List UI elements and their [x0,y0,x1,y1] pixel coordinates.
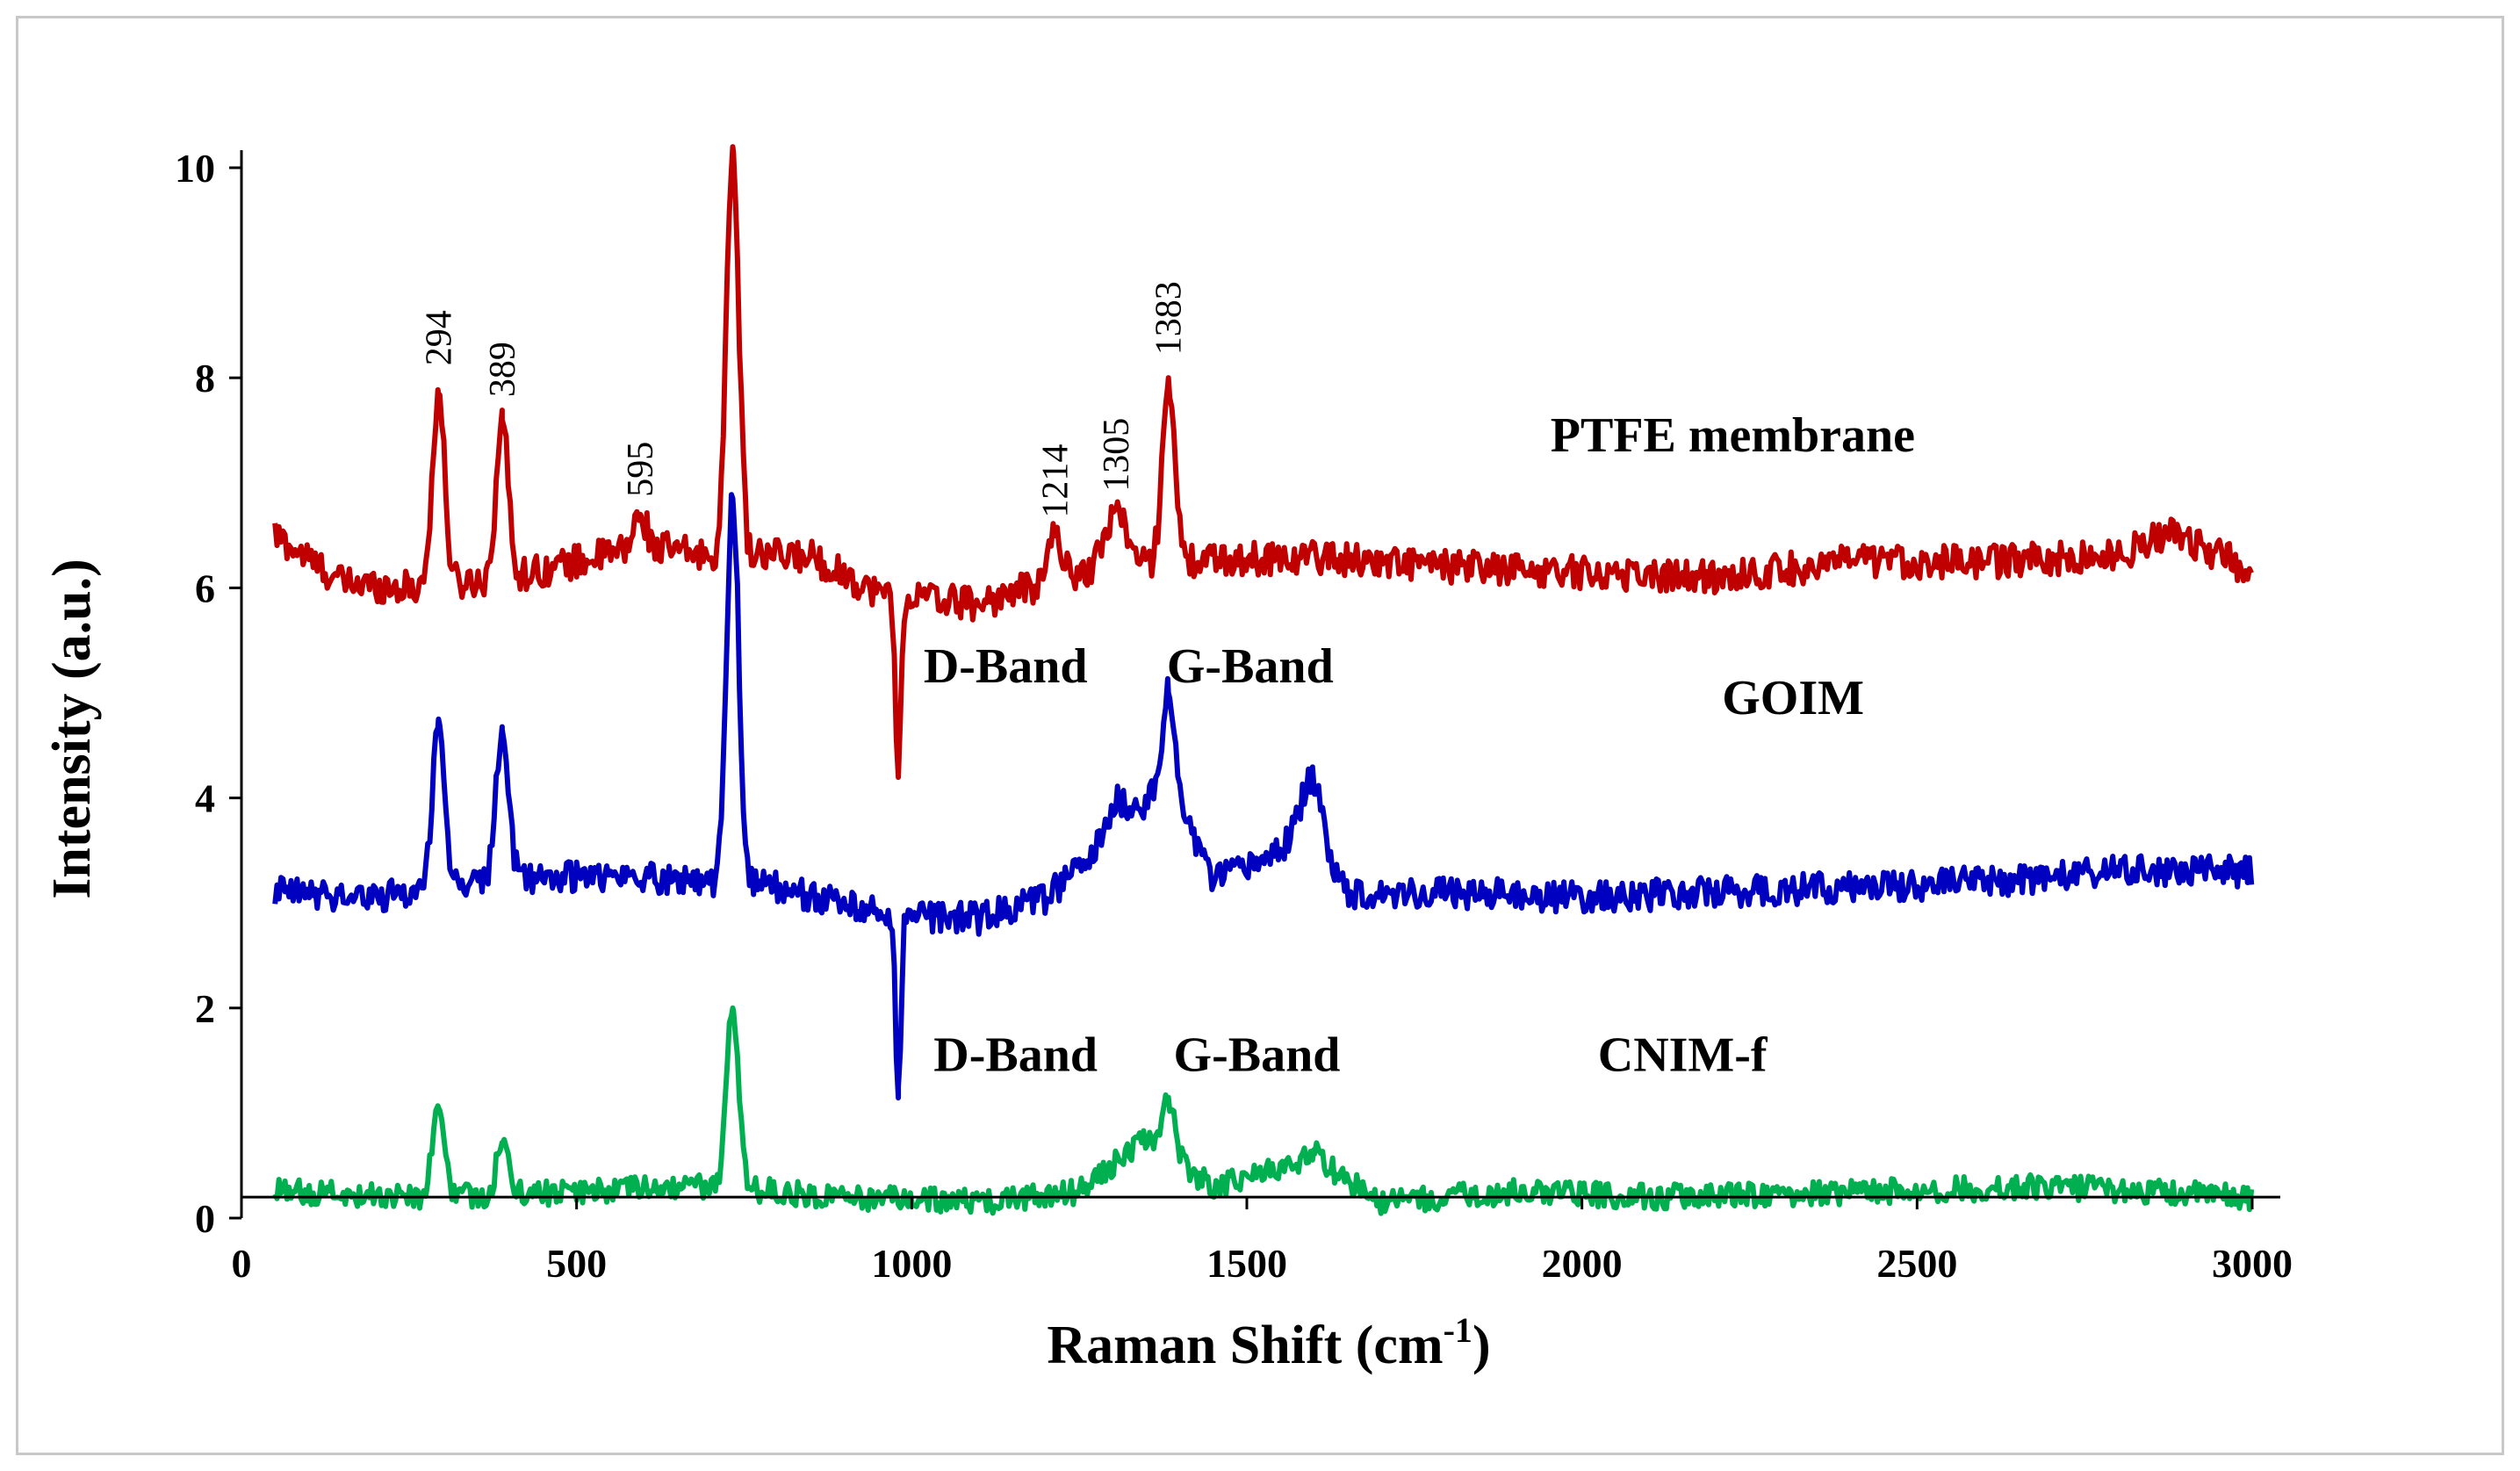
peak-label: 294 [419,310,459,365]
series-label: G-Band [1167,639,1334,694]
labels-layer: 294 389 595 1214 1305 1383 PTFE membrane GOIM D-… [419,281,1915,1082]
y-tick-label: 6 [195,566,215,610]
x-tick-label: 1500 [1206,1241,1287,1286]
x-axis-title-suffix: ) [1472,1316,1491,1375]
series-label: D-Band [933,1028,1098,1083]
series-label: CNIM-f [1598,1028,1768,1083]
series-label: GOIM [1722,671,1864,725]
x-tick-label: 0 [232,1241,252,1286]
x-axis-title-superscript: -1 [1444,1310,1472,1350]
peak-label: 1305 [1097,418,1137,492]
x-tick-label: 2500 [1876,1241,1957,1286]
x-axis-title-main: Raman Shift (cm [1047,1316,1443,1375]
x-tick-label: 2000 [1542,1241,1623,1286]
peak-label: 1383 [1149,281,1190,355]
chart-frame [16,16,2504,1455]
series-label: D-Band [924,639,1088,694]
series-label: PTFE membrane [1551,408,1915,463]
y-tick-label: 2 [195,986,215,1031]
x-tick-label: 1000 [871,1241,952,1286]
axes-layer [240,150,2280,1218]
x-tick-label: 3000 [2212,1241,2293,1286]
y-tick-label: 8 [195,356,215,400]
peak-label: 1214 [1036,444,1076,518]
y-tick-label: 10 [175,146,215,191]
series-line-ptfe-membrane [272,144,2254,781]
peak-label: 389 [483,342,523,397]
peak-label: 595 [621,442,661,497]
ticks-layer: 0 2 4 6 8 10 0 500 1000 1500 2000 2500 3000 [175,146,2293,1286]
y-tick-label: 4 [195,776,215,821]
y-axis-title: Intensity (a.u.) [42,559,102,899]
series-line-goim [272,492,2255,1101]
y-tick-label: 0 [195,1196,215,1241]
series-label: G-Band [1174,1028,1341,1083]
x-axis-title: Raman Shift (cm-1) [1047,1310,1490,1375]
x-tick-label: 500 [546,1241,607,1286]
